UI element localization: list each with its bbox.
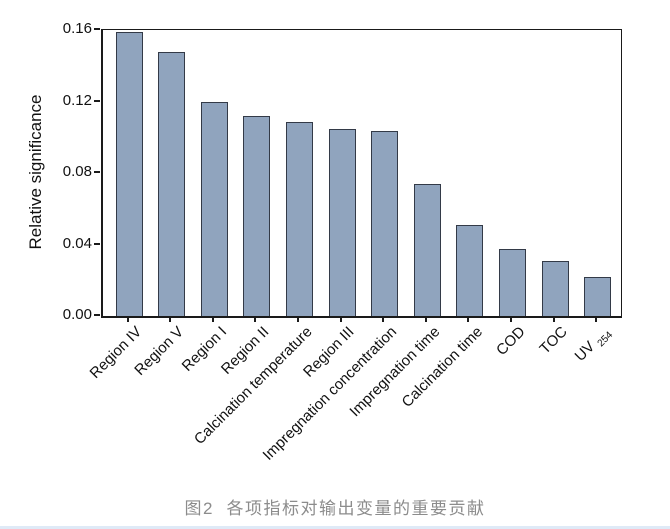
bar-region-iii xyxy=(328,128,356,316)
y-tick-mark xyxy=(94,171,100,173)
bar-cod xyxy=(498,248,526,316)
x-tick-label: Region IV xyxy=(86,323,145,382)
x-tick-mark xyxy=(509,317,512,322)
y-tick-mark xyxy=(94,242,100,245)
x-tick-mark xyxy=(467,317,470,322)
y-tick-label: 0.08 xyxy=(62,163,92,180)
x-tick-label: UV 254 xyxy=(571,329,616,365)
bar-uv254 xyxy=(584,277,612,316)
x-tick-mark xyxy=(339,317,342,322)
bar-region-ii xyxy=(243,116,271,316)
bar-region-iv xyxy=(115,32,143,316)
bar-impregnation-concentration xyxy=(371,130,399,316)
x-tick-mark xyxy=(552,317,555,322)
bar-calcination-temperature xyxy=(285,121,313,316)
bar-toc xyxy=(541,261,569,316)
figure-caption: 图2 各项指标对输出变量的重要贡献 xyxy=(184,499,486,518)
x-tick-mark xyxy=(169,317,172,322)
bar-calcination-time xyxy=(456,225,484,316)
x-tick-label: Calcination time xyxy=(398,323,486,411)
plot-area xyxy=(101,29,622,318)
x-tick-mark xyxy=(254,317,257,322)
x-tick-mark xyxy=(126,317,129,322)
y-tick-label: 0.12 xyxy=(62,91,92,109)
y-tick-label: 0.04 xyxy=(62,234,92,252)
x-tick-mark xyxy=(382,317,385,322)
y-tick-label: 0.00 xyxy=(62,306,92,323)
y-tick-mark xyxy=(94,99,100,102)
y-tick-label: 0.16 xyxy=(62,20,92,37)
bar-region-i xyxy=(200,102,228,316)
x-tick-mark xyxy=(211,317,214,322)
x-tick-label: TOC xyxy=(536,323,571,358)
bar-region-v xyxy=(158,51,186,316)
x-tick-mark xyxy=(424,317,427,322)
y-tick-mark xyxy=(94,28,100,30)
x-tick-mark xyxy=(595,317,598,322)
y-tick-mark xyxy=(94,314,100,316)
bottom-accent-strip xyxy=(0,526,670,529)
x-tick-mark xyxy=(296,317,299,322)
x-tick-label-subscript: 254 xyxy=(595,329,616,350)
x-tick-label: COD xyxy=(492,323,529,359)
bar-impregnation-time xyxy=(413,184,441,316)
